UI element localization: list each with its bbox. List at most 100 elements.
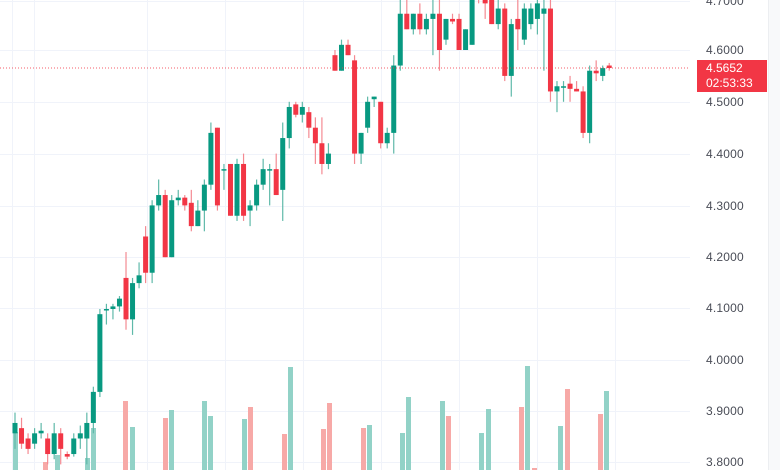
candle-body	[352, 60, 358, 154]
price-tick-label: 4.5000	[706, 95, 744, 109]
last-price-value: 4.5652	[706, 61, 743, 76]
volume-bar	[288, 367, 293, 470]
candle-body	[273, 169, 279, 196]
candle-body	[450, 18, 456, 22]
volume-bar	[604, 391, 609, 470]
candle-body	[293, 104, 299, 115]
candle-body	[358, 132, 364, 154]
candle-body	[32, 433, 38, 444]
volume-bar	[519, 407, 524, 470]
candle-body	[561, 86, 567, 88]
candle-body	[332, 55, 338, 71]
candle-body	[169, 200, 175, 258]
volume-bar	[208, 416, 213, 470]
price-tick-label: 4.1000	[706, 301, 744, 315]
candle-body	[606, 65, 612, 69]
candle-body	[482, 0, 488, 4]
candle-body	[182, 197, 188, 206]
candle-body	[430, 13, 436, 19]
candle-body	[90, 391, 96, 423]
candle-body	[97, 314, 103, 392]
volume-bar	[202, 401, 207, 470]
volume-bar	[43, 462, 48, 470]
candle-body	[299, 106, 305, 115]
volume-bar	[55, 455, 60, 470]
candle-body	[469, 0, 475, 45]
candle-body	[574, 88, 580, 92]
candle-body	[51, 433, 57, 455]
bar-countdown: 02:53:33	[706, 76, 753, 91]
volume-bar	[367, 425, 372, 470]
volume-bar	[85, 458, 90, 470]
candle-body	[423, 18, 429, 30]
volume-bar	[446, 416, 451, 470]
candle-body	[38, 430, 44, 434]
candle-body	[221, 169, 227, 171]
candle-body	[241, 163, 247, 216]
candle-body	[410, 13, 416, 30]
candle-body	[12, 422, 18, 434]
candle-body	[143, 236, 149, 273]
price-tick-label: 4.6000	[706, 43, 744, 57]
price-tick-label: 3.9000	[706, 404, 744, 418]
chart-pane[interactable]	[0, 0, 690, 470]
volume-bar	[558, 426, 563, 470]
candle-body	[547, 8, 553, 92]
volume-bar	[400, 433, 405, 470]
candle-body	[267, 169, 273, 171]
volume-bar	[479, 433, 484, 470]
candle-body	[123, 277, 129, 320]
candle-body	[306, 112, 312, 128]
candle-body	[502, 8, 508, 76]
candlestick-chart[interactable]	[0, 0, 690, 470]
candle-body	[371, 96, 377, 100]
candle-body	[554, 86, 560, 92]
volume-bar	[169, 410, 174, 470]
volume-bar	[242, 419, 247, 470]
candle-body	[397, 13, 403, 66]
volume-bar	[440, 401, 445, 470]
volume-bar	[406, 397, 411, 470]
candle-body	[528, 8, 534, 25]
candle-body	[391, 65, 397, 133]
candle-body	[84, 422, 90, 439]
candle-body	[515, 18, 521, 30]
candle-body	[201, 184, 207, 211]
candle-body	[436, 13, 442, 51]
candle-body	[234, 163, 240, 216]
candle-body	[567, 83, 573, 89]
volume-bar	[163, 418, 168, 470]
candle-body	[280, 138, 286, 190]
last-price-badge: 4.5652 02:53:33	[697, 60, 767, 93]
price-tick-label: 4.4000	[706, 147, 744, 161]
candle-body	[19, 428, 25, 444]
volume-bar	[565, 389, 570, 470]
candle-body	[521, 8, 527, 40]
candle-body	[534, 3, 540, 19]
candle-body	[600, 68, 606, 76]
candle-body	[130, 283, 136, 320]
volume-bar	[282, 434, 287, 470]
volume-bar	[525, 366, 530, 470]
candle-body	[417, 13, 423, 30]
candle-body	[260, 169, 266, 185]
candle-body	[77, 433, 83, 439]
candle-body	[25, 438, 31, 449]
candle-body	[103, 309, 109, 311]
candle-body	[443, 18, 449, 40]
price-tick-label: 4.7000	[706, 0, 744, 8]
candle-body	[247, 205, 253, 211]
candle-body	[345, 44, 351, 56]
scrollbar-edge	[768, 0, 780, 470]
candle-body	[319, 143, 325, 164]
candle-body	[489, 0, 495, 25]
candle-body	[541, 8, 547, 14]
candle-body	[227, 163, 233, 216]
candle-body	[214, 127, 220, 206]
candle-body	[58, 433, 64, 449]
volume-bar	[248, 407, 253, 470]
price-tick-label: 4.2000	[706, 250, 744, 264]
candle-body	[365, 101, 371, 128]
candle-body	[580, 91, 586, 133]
candle-body	[508, 24, 514, 76]
